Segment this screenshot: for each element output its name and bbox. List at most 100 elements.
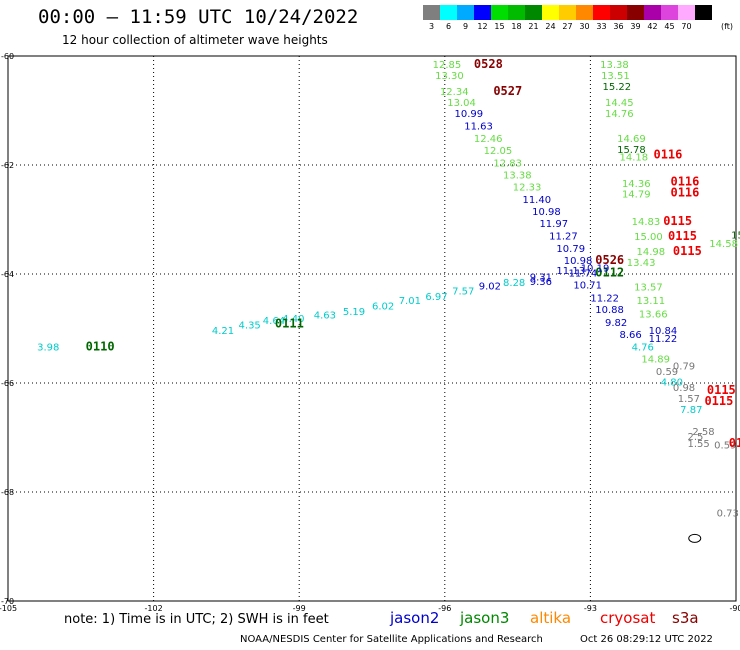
pass-id-label: 0116: [670, 175, 699, 189]
wave-height-label: 15.78: [617, 145, 646, 156]
wave-height-label: 14.36: [622, 179, 651, 190]
wave-height-label: 1.55: [687, 439, 709, 450]
longitude-tick-label: -105: [0, 604, 17, 613]
wave-height-label: 15.22: [603, 82, 632, 93]
legend-tick-label: 36: [613, 22, 624, 31]
legend-swatch: [644, 5, 661, 20]
wave-height-label: 12.85: [433, 60, 462, 71]
wave-height-label: 14.58: [709, 239, 738, 250]
latitude-tick-label: -70: [1, 597, 14, 606]
page-title: 00:00 – 11:59 UTC 10/24/2022: [38, 6, 359, 28]
legend-tick-label: 15: [494, 22, 505, 31]
footer-note: note: 1) Time is in UTC; 2) SWH is in fe…: [64, 612, 329, 627]
pass-id-label: 01: [729, 436, 740, 450]
wave-height-label: 12.33: [513, 183, 542, 194]
latitude-tick-label: -62: [1, 161, 14, 170]
wave-height-label: 11.13: [556, 266, 585, 277]
pass-id-label: 0115: [668, 229, 697, 243]
wave-height-label: 2.5: [687, 432, 703, 443]
wave-height-label: 0.59: [714, 440, 736, 451]
wave-height-label: 7.87: [680, 405, 702, 416]
legend-swatch: [542, 5, 559, 20]
legend-swatch: [678, 5, 695, 20]
wave-height-label: 14.45: [605, 98, 634, 109]
legend-tick-label: 3: [428, 22, 435, 31]
wave-height-label: 10.71: [573, 281, 602, 292]
legend-swatch: [559, 5, 576, 20]
pass-id-label: 0527: [493, 84, 522, 98]
legend-swatch: [440, 5, 457, 20]
legend-swatch: [508, 5, 525, 20]
wave-height-label: 12.83: [493, 159, 522, 170]
legend-color-bar: [423, 5, 712, 20]
legend-swatch: [525, 5, 542, 20]
wave-height-label: 13.51: [601, 71, 630, 82]
legend-swatch: [576, 5, 593, 20]
wave-height-label: 4.21: [212, 326, 234, 337]
wave-height-label: 6.97: [425, 292, 447, 303]
wave-height-label: 10.84: [649, 326, 678, 337]
pass-id-label: 0526: [595, 253, 624, 267]
wave-height-label: 4.63: [314, 311, 336, 322]
footer-credit: NOAA/NESDIS Center for Satellite Applica…: [240, 634, 543, 645]
longitude-tick-label: -102: [145, 604, 163, 613]
wave-height-label: 14.89: [641, 354, 670, 365]
wave-height-label: 7.57: [452, 287, 474, 298]
wave-height-label: 13.38: [503, 171, 532, 182]
legend-tick-label: 21: [528, 22, 539, 31]
pass-id-label: 0112: [595, 266, 624, 280]
legend-swatch: [627, 5, 644, 20]
wave-height-label: 4.40: [282, 314, 304, 325]
legend-tick-label: 6: [445, 22, 452, 31]
wave-height-label: 14.69: [617, 134, 646, 145]
latitude-tick-label: -64: [1, 270, 14, 279]
legend-swatch: [661, 5, 678, 20]
mission-label-cryosat: cryosat: [600, 609, 656, 627]
legend-swatch: [695, 5, 712, 20]
wave-height-label: 15: [731, 231, 740, 242]
wave-height-label: 14.18: [620, 153, 649, 164]
page-subtitle: 12 hour collection of altimeter wave hei…: [62, 33, 328, 47]
pass-id-label: 0115: [673, 244, 702, 258]
wave-height-label: 2.58: [692, 427, 714, 438]
mission-label-jason3: jason3: [460, 609, 510, 627]
wave-height-label: 4.64: [263, 316, 285, 327]
wave-height-label: 6.02: [372, 301, 394, 312]
wave-height-label: 13.11: [637, 296, 666, 307]
wave-height-label: 15.00: [634, 232, 663, 243]
wave-height-label: 8.28: [503, 278, 525, 289]
legend-tick-label: 70: [681, 22, 692, 31]
pass-id-label: 0115: [707, 383, 736, 397]
map-frame: [7, 55, 737, 602]
legend-tick-label: 12: [477, 22, 488, 31]
pass-id-label: 0115: [663, 214, 692, 228]
wave-height-label: 4.76: [632, 342, 654, 353]
mission-label-s3a: s3a: [672, 609, 699, 627]
legend-tick-label: 42: [647, 22, 658, 31]
legend-tick-label: 9: [462, 22, 469, 31]
wave-height-label: 1.57: [678, 394, 700, 405]
pass-id-label: 0528: [474, 57, 503, 71]
wave-height-label: 14.79: [622, 190, 651, 201]
latitude-tick-label: -60: [1, 52, 14, 61]
wave-height-label: 11.63: [464, 122, 493, 133]
legend-swatch: [423, 5, 440, 20]
longitude-tick-label: -90: [729, 604, 740, 613]
wave-height-label: 10.98: [564, 256, 593, 267]
wave-height-label: 12.05: [484, 146, 513, 157]
wave-height-label: 10.79: [556, 244, 585, 255]
wave-height-label: 13.04: [447, 98, 476, 109]
wave-height-label: 4.35: [239, 321, 261, 332]
longitude-tick-label: -96: [438, 604, 451, 613]
legend-tick-label: 45: [664, 22, 675, 31]
wave-height-label: 13.57: [634, 282, 663, 293]
legend-tick-label: 27: [562, 22, 573, 31]
wave-height-label: 13.38: [600, 60, 629, 71]
wave-height-label: 5.19: [343, 307, 365, 318]
wave-height-label: 10.19: [581, 263, 610, 274]
wave-height-label: 0.73: [717, 509, 739, 520]
wave-height-label: 7.01: [399, 296, 421, 307]
wave-height-label: 3.98: [37, 342, 59, 353]
wave-height-label: 10.88: [595, 305, 624, 316]
